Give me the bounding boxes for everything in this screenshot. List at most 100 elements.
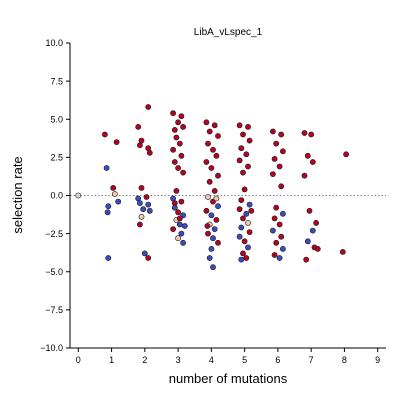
data-point (180, 169, 186, 176)
data-point (236, 122, 243, 129)
data-point (236, 233, 243, 240)
data-point (203, 207, 210, 214)
data-point (236, 157, 243, 164)
data-point (175, 235, 181, 242)
data-point (104, 209, 111, 216)
y-tick-label: 7.5 (50, 76, 63, 86)
data-point (145, 104, 152, 110)
data-point (211, 187, 218, 194)
x-tick-label: 3 (176, 355, 181, 365)
data-point (208, 165, 215, 171)
data-point (245, 124, 251, 130)
x-tick-label: 0 (76, 355, 81, 365)
data-point (138, 184, 145, 191)
data-point (211, 226, 218, 232)
y-axis-label: selection rate (10, 156, 25, 233)
data-point (180, 124, 186, 130)
data-point (138, 213, 145, 220)
data-point (279, 245, 286, 252)
data-point (175, 209, 181, 216)
data-point (113, 139, 120, 145)
data-point (243, 151, 250, 158)
data-point (75, 192, 82, 199)
data-point (178, 230, 185, 237)
data-point (210, 264, 216, 271)
data-point (241, 238, 248, 245)
data-point (204, 223, 211, 229)
data-point (238, 224, 245, 231)
x-tick-label: 5 (242, 355, 247, 365)
data-point (135, 124, 142, 130)
data-point (203, 159, 210, 165)
data-point (301, 130, 308, 136)
data-point (306, 207, 313, 214)
data-point (273, 239, 280, 246)
x-tick-label: 1 (109, 355, 114, 365)
data-point (141, 250, 148, 257)
data-point (178, 198, 185, 205)
data-point (246, 229, 253, 235)
data-point (176, 215, 183, 222)
data-point (145, 145, 152, 152)
data-point (181, 223, 188, 229)
data-point (238, 256, 245, 263)
data-point (245, 163, 251, 170)
data-point (102, 131, 108, 138)
y-tick-label: −10.0 (40, 343, 63, 353)
data-point (308, 131, 315, 138)
data-point (210, 235, 216, 242)
data-point (215, 172, 221, 179)
data-point (112, 191, 118, 197)
data-point (206, 255, 213, 261)
data-point (314, 245, 321, 252)
data-point (138, 137, 145, 144)
y-tick-label: 5.0 (50, 114, 63, 124)
data-point (146, 207, 153, 214)
data-point (248, 207, 255, 214)
x-tick-label: 2 (142, 355, 147, 365)
data-point (238, 197, 245, 203)
data-point (210, 146, 216, 153)
data-point (203, 119, 210, 126)
data-point (175, 119, 181, 126)
data-point (271, 155, 278, 162)
data-point (339, 248, 346, 255)
data-point (269, 171, 276, 177)
y-tick-label: −7.5 (45, 305, 63, 315)
data-point (243, 255, 250, 261)
data-point (343, 151, 349, 158)
data-point (273, 204, 280, 211)
data-point (278, 183, 285, 190)
data-point (170, 110, 176, 117)
data-point (245, 219, 251, 226)
data-point (205, 230, 211, 237)
data-point (176, 140, 183, 147)
data-point (136, 221, 143, 228)
data-point (273, 140, 280, 147)
data-point (241, 186, 248, 193)
data-point (240, 250, 246, 257)
axes-group: 0 1 2 3 4 5 6 7 8 9 10.0 7.5 5.0 2.5 0.0 −2.5 −5.0 −7.5 −1… (40, 38, 386, 365)
data-point (215, 239, 221, 246)
x-tick-label: 9 (375, 355, 380, 365)
x-axis-label: number of mutations (169, 371, 288, 386)
data-point (145, 255, 152, 261)
data-point (279, 148, 286, 155)
data-point (170, 146, 176, 153)
data-point (213, 195, 220, 202)
data-point (276, 255, 283, 261)
data-point (145, 201, 152, 208)
data-point (206, 178, 213, 185)
data-point (173, 134, 180, 141)
data-point (205, 194, 211, 200)
data-point (240, 131, 246, 138)
y-tick-label: 10.0 (45, 38, 63, 48)
data-point (103, 165, 110, 171)
data-point (278, 131, 285, 138)
data-point (215, 133, 221, 139)
data-points-group (75, 104, 349, 271)
data-point (278, 233, 285, 240)
data-point (143, 194, 150, 200)
